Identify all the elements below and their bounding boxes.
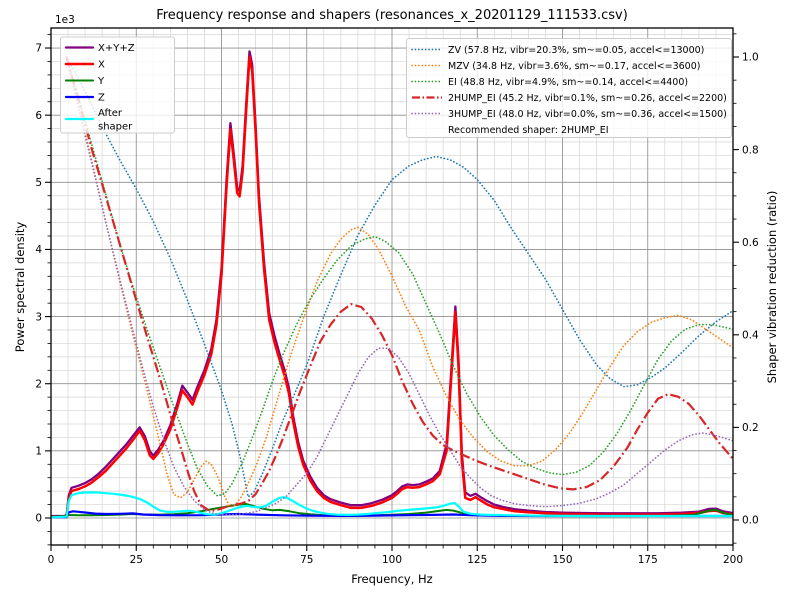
legend-label: ZV (57.8 Hz, vibr=20.3%, sm~=0.05, accel…: [448, 45, 704, 56]
legend-entry: Y: [65, 76, 105, 87]
legend-label: Z: [98, 93, 105, 104]
legend-label: shaper: [98, 122, 133, 133]
y-axis-label-left: Power spectral density: [13, 221, 27, 353]
legend-shapers: ZV (57.8 Hz, vibr=20.3%, sm~=0.05, accel…: [406, 38, 732, 138]
legend-label: X+Y+Z: [98, 43, 135, 54]
legend-entry: MZV (34.8 Hz, vibr=3.6%, sm~=0.17, accel…: [411, 61, 700, 72]
x-tick-label: 125: [467, 554, 487, 566]
y-right-tick-label: 0.0: [742, 515, 759, 527]
legend-entry: After shaper: [64, 108, 133, 133]
y-left-tick-label: 0: [35, 513, 42, 525]
y-right-tick-label: 0.4: [742, 330, 759, 342]
shaper-curve-2hump_ei: [65, 56, 733, 512]
y-right-tick-label: 0.8: [742, 144, 759, 156]
x-tick-label: 50: [215, 554, 228, 566]
axis-ticks: 0 25 50 75 100 125 150 175 200 0 1 2 3 4 5 6 7 0.0 0.2 0.4 0…: [35, 33, 759, 566]
y-left-tick-label: 2: [35, 378, 42, 390]
shaper-curve-mzv: [65, 56, 733, 508]
legend-label: 3HUMP_EI (48.0 Hz, vibr=0.0%, sm~=0.36, …: [448, 109, 727, 120]
x-tick-label: 200: [723, 554, 743, 566]
legend-entry: EI (48.8 Hz, vibr=4.9%, sm~=0.14, accel<…: [411, 77, 688, 88]
legend-entry: 2HUMP_EI (45.2 Hz, vibr=0.1%, sm~=0.26, …: [412, 93, 727, 104]
legend-label: Y: [97, 76, 105, 87]
y-left-tick-label: 4: [35, 244, 42, 256]
shaper-curve-ei: [65, 56, 733, 497]
x-tick-label: 25: [130, 554, 143, 566]
x-axis-label: Frequency, Hz: [351, 572, 433, 586]
x-tick-label: 150: [552, 554, 572, 566]
legend-label: X: [98, 60, 105, 71]
psd-curve-x: [51, 55, 733, 518]
legend-entry: 3HUMP_EI (48.0 Hz, vibr=0.0%, sm~=0.36, …: [411, 109, 727, 120]
y-left-tick-label: 6: [35, 110, 42, 122]
legend-label: MZV (34.8 Hz, vibr=3.6%, sm~=0.17, accel…: [448, 61, 700, 72]
y-left-tick-label: 3: [35, 311, 42, 323]
legend-label: After: [98, 108, 123, 119]
shaper-curve-zv: [65, 56, 733, 498]
legend-psd-box: [60, 36, 175, 134]
legend-psd: X+Y+Z XYZ After shaper: [60, 36, 175, 134]
y-right-tick-label: 0.2: [742, 422, 759, 434]
legend-shapers-box: [406, 38, 732, 138]
legend-entry: ZV (57.8 Hz, vibr=20.3%, sm~=0.05, accel…: [411, 45, 704, 56]
chart-title: Frequency response and shapers (resonanc…: [156, 8, 628, 23]
legend-label: 2HUMP_EI (45.2 Hz, vibr=0.1%, sm~=0.26, …: [448, 93, 727, 104]
y-left-tick-label: 7: [35, 43, 42, 55]
psd-curve-after-shaper: [51, 491, 733, 519]
curves: [51, 50, 733, 519]
y-left-tick-label: 5: [35, 177, 42, 189]
y-axis-label-right: Shaper vibration reduction (ratio): [765, 190, 779, 384]
recommended-shaper-note: Recommended shaper: 2HUMP_EI: [448, 125, 609, 136]
legend-entry: X: [64, 60, 105, 71]
x-tick-label: 75: [300, 554, 313, 566]
legend-entry: Z: [64, 93, 105, 104]
axis-multiplier-label: 1e3: [55, 14, 75, 26]
legend-entry: X+Y+Z: [64, 43, 135, 54]
y-right-tick-label: 0.6: [742, 237, 759, 249]
x-tick-label: 0: [48, 554, 55, 566]
shaper-curve-3hump_ei: [65, 56, 733, 516]
y-left-tick-label: 1: [35, 446, 42, 458]
legend-label: EI (48.8 Hz, vibr=4.9%, sm~=0.14, accel<…: [448, 77, 688, 88]
y-right-tick-label: 1.0: [742, 52, 759, 64]
x-tick-label: 100: [382, 554, 402, 566]
x-tick-label: 175: [638, 554, 658, 566]
